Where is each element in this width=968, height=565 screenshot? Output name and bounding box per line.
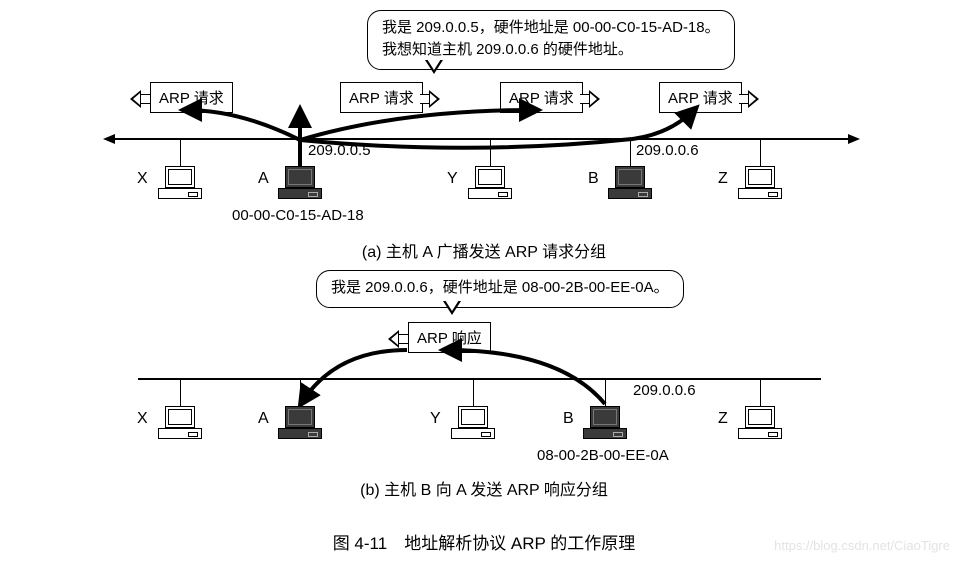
- label-a-b: A: [258, 410, 269, 428]
- host-z-b: [736, 406, 784, 439]
- drop-a-b: [300, 378, 301, 408]
- host-y-b: [449, 406, 497, 439]
- host-b-b: [581, 406, 629, 439]
- host-a-a: [276, 166, 324, 199]
- label-x-a: X: [137, 170, 148, 188]
- drop-z-a: [760, 138, 761, 168]
- diagram-b: 我是 209.0.0.6，硬件地址是 08-00-2B-00-EE-0A。 AR…: [0, 270, 968, 505]
- label-z-a: Z: [718, 170, 728, 188]
- mac-b-b: 08-00-2B-00-EE-0A: [537, 447, 669, 464]
- drop-a-a: [300, 138, 301, 168]
- label-b-b: B: [563, 410, 574, 428]
- mac-a-a: 00-00-C0-15-AD-18: [232, 207, 364, 224]
- label-x-b: X: [137, 410, 148, 428]
- label-y-a: Y: [447, 170, 458, 188]
- host-x-b: [156, 406, 204, 439]
- caption-b: (b) 主机 B 向 A 发送 ARP 响应分组: [0, 476, 968, 500]
- label-b-a: B: [588, 170, 599, 188]
- label-y-b: Y: [430, 410, 441, 428]
- diagram-a: 我是 209.0.0.5，硬件地址是 00-00-C0-15-AD-18。 我想…: [0, 10, 968, 265]
- host-a-b: [276, 406, 324, 439]
- drop-x-b: [180, 378, 181, 408]
- page: 我是 209.0.0.5，硬件地址是 00-00-C0-15-AD-18。 我想…: [0, 0, 968, 565]
- drop-b-b: [605, 378, 606, 408]
- drop-y-b: [473, 378, 474, 408]
- caption-a: (a) 主机 A 广播发送 ARP 请求分组: [0, 238, 968, 262]
- host-z-a: [736, 166, 784, 199]
- drop-b-a: [630, 138, 631, 168]
- host-b-a: [606, 166, 654, 199]
- label-z-b: Z: [718, 410, 728, 428]
- ip-b-a: 209.0.0.6: [636, 142, 699, 159]
- ip-a-a: 209.0.0.5: [308, 142, 371, 159]
- watermark: https://blog.csdn.net/CiaoTigre: [774, 538, 950, 553]
- host-x-a: [156, 166, 204, 199]
- host-y-a: [466, 166, 514, 199]
- drop-y-a: [490, 138, 491, 168]
- label-a-a: A: [258, 170, 269, 188]
- drop-x-a: [180, 138, 181, 168]
- ip-b-b: 209.0.0.6: [633, 382, 696, 399]
- drop-z-b: [760, 378, 761, 408]
